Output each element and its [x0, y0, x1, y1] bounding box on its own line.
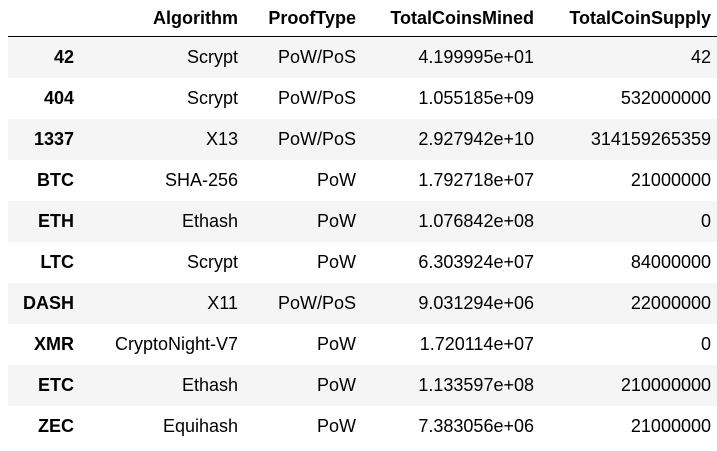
prooftype-cell: PoW/PoS [277, 128, 356, 149]
row-index-cell: 1337 [33, 128, 74, 149]
table-row: ETC Ethash PoW 1.133597e+08 210000000 [8, 364, 717, 406]
totalcoinsupply-cell: 0 [700, 333, 711, 354]
table-header: Algorithm ProofType TotalCoinsMined Tota… [8, 0, 717, 37]
table-row: LTC Scrypt PoW 6.303924e+07 84000000 [8, 242, 717, 283]
totalcoinsmined-cell: 2.927942e+10 [418, 128, 534, 149]
totalcoinsupply-cell: 21000000 [630, 169, 711, 190]
row-index-cell: XMR [34, 333, 74, 354]
dataframe-table: Algorithm ProofType TotalCoinsMined Tota… [8, 0, 717, 447]
totalcoinsmined-cell: 7.383056e+06 [418, 415, 534, 436]
algorithm-cell: CryptoNight-V7 [114, 333, 238, 354]
column-header-index [8, 0, 80, 37]
row-index-cell: BTC [37, 169, 74, 190]
table-row: 1337 X13 PoW/PoS 2.927942e+10 314159265359 [8, 118, 717, 160]
prooftype-cell: PoW [316, 415, 356, 436]
totalcoinsupply-cell: 42 [690, 46, 711, 67]
totalcoinsmined-cell: 6.303924e+07 [418, 251, 534, 272]
table-row: ETH Ethash PoW 1.076842e+08 0 [8, 200, 717, 242]
prooftype-cell: PoW/PoS [277, 87, 356, 108]
algorithm-cell: SHA-256 [164, 169, 238, 190]
row-index-cell: LTC [40, 251, 74, 272]
totalcoinsmined-cell: 1.133597e+08 [418, 374, 534, 395]
row-index-cell: DASH [22, 292, 74, 313]
algorithm-cell: X13 [205, 128, 238, 149]
row-index-cell: ETH [38, 210, 74, 231]
totalcoinsupply-cell: 84000000 [630, 251, 711, 272]
column-header-totalcoinsmined: TotalCoinsMined [362, 0, 540, 37]
totalcoinsmined-cell: 1.720114e+07 [419, 333, 534, 354]
prooftype-cell: PoW [316, 374, 356, 395]
table-row: ZEC Equihash PoW 7.383056e+06 21000000 [8, 406, 717, 447]
totalcoinsupply-cell: 0 [700, 210, 711, 231]
totalcoinsmined-cell: 1.076842e+08 [418, 210, 534, 231]
row-index-cell: ETC [38, 374, 74, 395]
row-index-cell: 404 [43, 87, 74, 108]
totalcoinsmined-cell: 9.031294e+06 [418, 292, 534, 313]
column-header-prooftype: ProofType [244, 0, 362, 37]
table-row: XMR CryptoNight-V7 PoW 1.720114e+07 0 [8, 324, 717, 365]
table-body: 42 Scrypt PoW/PoS 4.199995e+01 42 404 Scrypt Po… [8, 36, 717, 447]
table-row: BTC SHA-256 PoW 1.792718e+07 21000000 [8, 160, 717, 201]
algorithm-cell: Equihash [162, 415, 238, 436]
prooftype-cell: PoW [316, 169, 356, 190]
totalcoinsmined-cell: 4.199995e+01 [418, 46, 534, 67]
algorithm-cell: Ethash [181, 210, 238, 231]
algorithm-cell: X11 [207, 292, 238, 313]
totalcoinsupply-cell: 210000000 [620, 374, 711, 395]
totalcoinsmined-cell: 1.792718e+07 [418, 169, 534, 190]
prooftype-cell: PoW/PoS [277, 292, 356, 313]
totalcoinsupply-cell: 314159265359 [590, 128, 711, 149]
table-row: 404 Scrypt PoW/PoS 1.055185e+09 532000000 [8, 78, 717, 119]
prooftype-cell: PoW [316, 251, 356, 272]
algorithm-cell: Scrypt [186, 251, 238, 272]
column-header-totalcoinsupply: TotalCoinSupply [540, 0, 717, 37]
algorithm-cell: Scrypt [186, 87, 238, 108]
column-header-algorithm: Algorithm [80, 0, 244, 37]
totalcoinsupply-cell: 22000000 [630, 292, 711, 313]
prooftype-cell: PoW [316, 210, 356, 231]
totalcoinsupply-cell: 21000000 [630, 415, 711, 436]
table-row: DASH X11 PoW/PoS 9.031294e+06 22000000 [8, 282, 717, 324]
algorithm-cell: Scrypt [186, 46, 238, 67]
header-row: Algorithm ProofType TotalCoinsMined Tota… [8, 0, 717, 37]
prooftype-cell: PoW/PoS [277, 46, 356, 67]
table-row: 42 Scrypt PoW/PoS 4.199995e+01 42 [8, 36, 717, 78]
row-index-cell: ZEC [38, 415, 74, 436]
algorithm-cell: Ethash [181, 374, 238, 395]
totalcoinsupply-cell: 532000000 [620, 87, 711, 108]
prooftype-cell: PoW [316, 333, 356, 354]
totalcoinsmined-cell: 1.055185e+09 [418, 87, 534, 108]
row-index-cell: 42 [53, 46, 74, 67]
